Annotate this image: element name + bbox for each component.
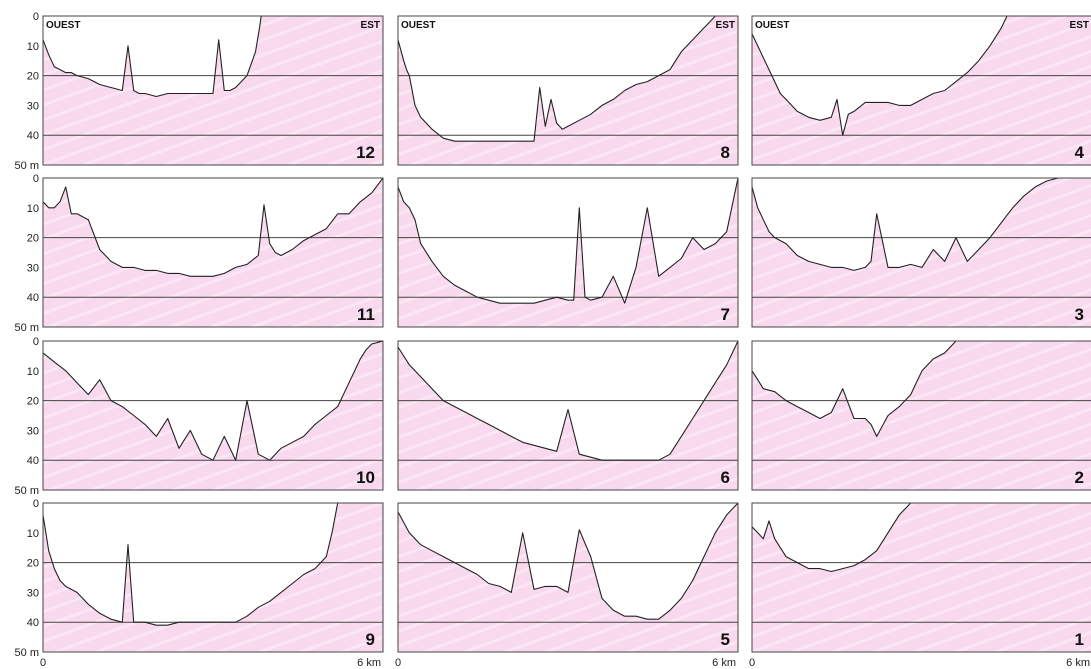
- panel-frame: [751, 340, 1091, 491]
- y-tick-label: 50 m: [15, 160, 39, 172]
- profile-number-6: 6: [721, 468, 730, 487]
- y-tick-label: 20: [27, 558, 39, 570]
- panel-frame: [42, 177, 384, 328]
- y-tick-label: 20: [27, 71, 39, 83]
- profile-number-9: 9: [366, 630, 375, 649]
- profile-number-5: 5: [721, 630, 730, 649]
- panel-frame: [42, 15, 384, 166]
- y-tick-label: 50 m: [15, 322, 39, 334]
- profile-panel-11: 11: [42, 177, 384, 328]
- y-tick-label: 0: [33, 11, 39, 23]
- panel-frame: [397, 15, 739, 166]
- x-tick-label-start: 0: [749, 657, 755, 669]
- profile-line-12: [42, 15, 262, 98]
- profile-line-3: [751, 177, 1091, 271]
- profile-number-1: 1: [1075, 630, 1084, 649]
- y-tick-label: 10: [27, 41, 39, 53]
- y-tick-label: 20: [27, 233, 39, 245]
- y-tick-label: 50 m: [15, 485, 39, 497]
- profile-line-10: [42, 340, 384, 461]
- profile-line-7: [397, 177, 739, 304]
- profile-number-8: 8: [721, 143, 730, 162]
- y-tick-label: 30: [27, 100, 39, 112]
- panel-frame: [397, 340, 739, 491]
- panel-frame: [751, 502, 1091, 653]
- y-tick-label: 50 m: [15, 647, 39, 659]
- y-tick-label: 40: [27, 292, 39, 304]
- profile-line-6: [397, 340, 739, 461]
- profile-panel-3: 3: [751, 177, 1091, 328]
- water-area: [398, 503, 738, 620]
- y-tick-label: 10: [27, 528, 39, 540]
- profile-line-8: [397, 15, 716, 142]
- y-tick-label: 40: [27, 455, 39, 467]
- y-tick-label: 30: [27, 587, 39, 599]
- y-tick-label: 0: [33, 336, 39, 348]
- profile-panel-7: 7: [397, 177, 739, 328]
- water-area: [398, 16, 716, 142]
- profile-number-2: 2: [1075, 468, 1084, 487]
- water-area: [398, 178, 738, 304]
- x-tick-label-end: 6 km: [712, 657, 736, 669]
- profile-panel-1: 1: [751, 502, 1091, 653]
- water-area: [752, 503, 1091, 572]
- water-area: [43, 16, 262, 97]
- profile-line-9: [42, 502, 339, 626]
- water-area: [43, 178, 383, 277]
- water-area: [752, 178, 1091, 271]
- panel-frame: [397, 177, 739, 328]
- panel-frame: [42, 340, 384, 491]
- y-tick-label: 0: [33, 173, 39, 185]
- profile-line-4: [751, 15, 1008, 136]
- profile-line-11: [42, 177, 384, 277]
- panel-frame: [751, 15, 1091, 166]
- profile-number-11: 11: [357, 305, 375, 324]
- west-label: OUEST: [755, 20, 789, 31]
- profile-panel-10: 10: [42, 340, 384, 491]
- water-area: [752, 341, 1091, 437]
- water-area: [43, 503, 338, 626]
- profile-line-5: [397, 502, 739, 620]
- x-tick-label-end: 6 km: [357, 657, 381, 669]
- y-tick-label: 40: [27, 617, 39, 629]
- profile-number-7: 7: [721, 305, 730, 324]
- y-tick-label: 0: [33, 498, 39, 510]
- profile-panel-9: 9: [42, 502, 384, 653]
- panel-frame: [42, 502, 384, 653]
- profile-number-3: 3: [1075, 305, 1084, 324]
- west-label: OUEST: [46, 20, 80, 31]
- profile-number-12: 12: [356, 143, 375, 162]
- y-tick-label: 30: [27, 425, 39, 437]
- y-tick-label: 10: [27, 203, 39, 215]
- profile-panel-12: OUEST EST 12: [42, 15, 384, 166]
- x-tick-label-end: 6 km: [1066, 657, 1090, 669]
- profile-panel-5: 5: [397, 502, 739, 653]
- profile-panel-6: 6: [397, 340, 739, 491]
- profile-number-10: 10: [356, 468, 375, 487]
- east-label: EST: [361, 20, 380, 31]
- profiles-grid: OUEST EST 12 OUEST EST 8 OUEST EST 4 11 7 3 10 6 2 9 5 1: [42, 15, 1091, 653]
- panel-frame: [397, 502, 739, 653]
- x-tick-label-start: 0: [40, 657, 46, 669]
- profile-panel-8: OUEST EST 8: [397, 15, 739, 166]
- x-tick-label-start: 0: [395, 657, 401, 669]
- east-label: EST: [1070, 20, 1089, 31]
- y-tick-label: 40: [27, 130, 39, 142]
- east-label: EST: [716, 20, 735, 31]
- profile-number-4: 4: [1075, 143, 1085, 162]
- west-label: OUEST: [401, 20, 435, 31]
- y-tick-label: 30: [27, 262, 39, 274]
- profile-panel-4: OUEST EST 4: [751, 15, 1091, 166]
- profile-panel-2: 2: [751, 340, 1091, 491]
- y-tick-label: 20: [27, 396, 39, 408]
- panel-frame: [751, 177, 1091, 328]
- y-tick-label: 10: [27, 366, 39, 378]
